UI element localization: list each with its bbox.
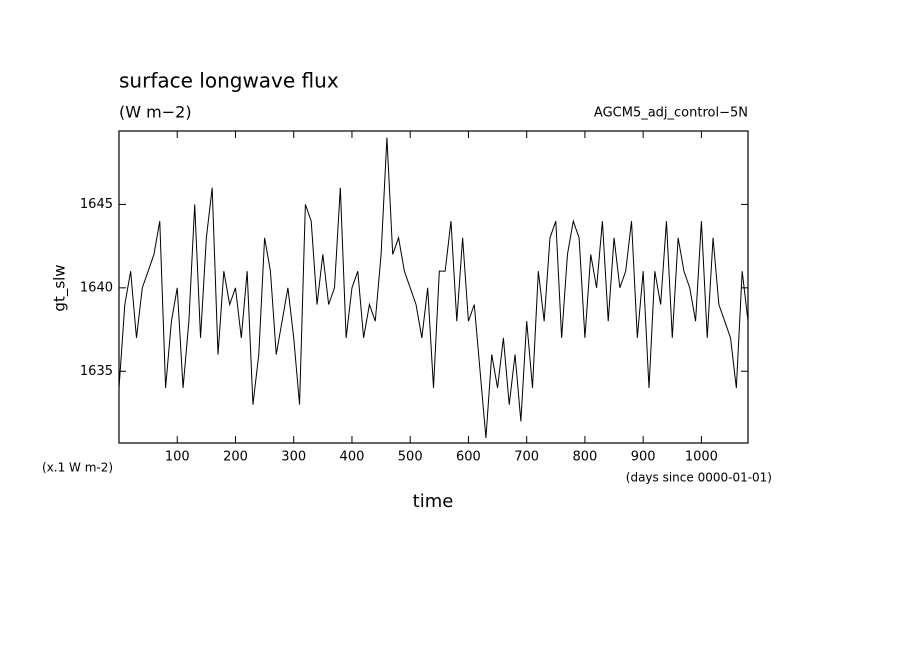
- y-tick-label: 1640: [80, 280, 113, 295]
- x-tick-label: 800: [573, 450, 598, 465]
- data-line: [118, 137, 749, 439]
- chart-subtitle: (W m−2): [119, 103, 192, 122]
- y-tick-label: 1645: [80, 197, 113, 212]
- x-tick-label: 200: [223, 450, 248, 465]
- x-tick-label: 700: [514, 450, 539, 465]
- x-tick-label: 500: [398, 450, 423, 465]
- chart-title: surface longwave flux: [119, 69, 339, 93]
- x-tick-label: 900: [631, 450, 656, 465]
- y-tick-label: 1635: [80, 364, 113, 379]
- x-axis-label: time: [413, 491, 454, 512]
- x-tick-label: 1000: [685, 450, 718, 465]
- annotation: AGCM5_adj_control−5N: [594, 106, 748, 121]
- x-tick-label: 300: [281, 450, 306, 465]
- plot-frame: [118, 130, 749, 444]
- x-tick-label: 400: [340, 450, 365, 465]
- y-unit: (x.1 W m-2): [42, 461, 113, 475]
- x-unit: (days since 0000-01-01): [626, 471, 772, 485]
- x-tick-label: 600: [456, 450, 481, 465]
- x-tick-label: 100: [165, 450, 190, 465]
- y-axis-label: gt_slw: [51, 264, 70, 311]
